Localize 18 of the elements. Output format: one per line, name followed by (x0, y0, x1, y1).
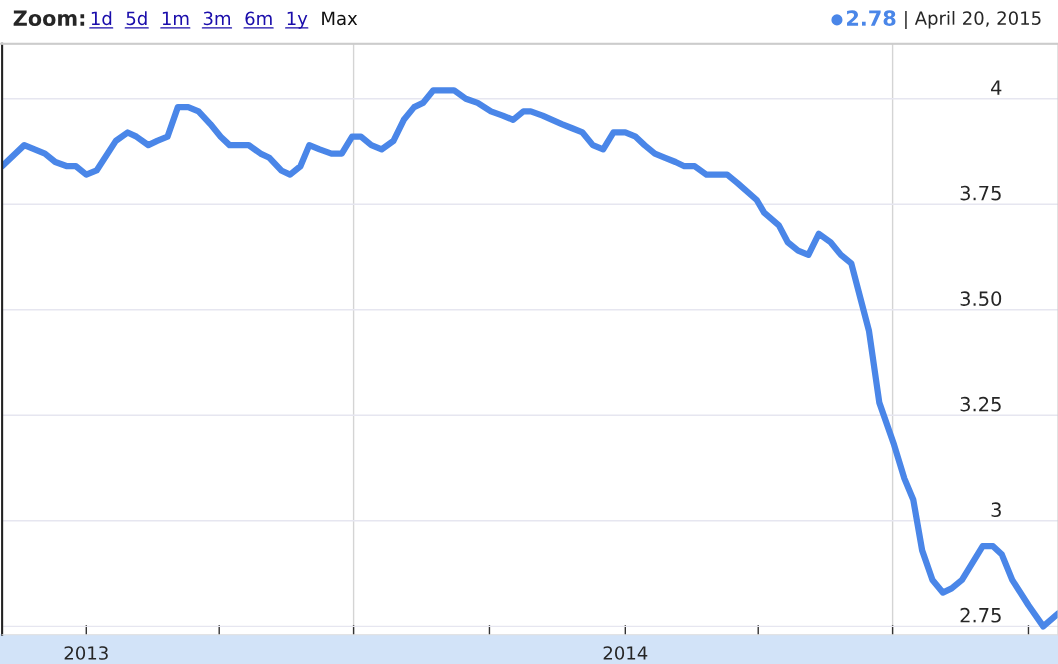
y-tick-label: 4 (991, 80, 1002, 95)
y-tick-label: 3 (991, 502, 1001, 518)
text: 3m (203, 11, 230, 26)
x-tick-label: 2014 (603, 646, 648, 660)
y-tick-label: 2.75 (960, 607, 1001, 623)
text: 5d (126, 11, 147, 26)
text: 1m (162, 11, 189, 25)
y-tick-label: 3.75 (960, 185, 1001, 201)
text: | April 20, 2015 (905, 10, 1041, 29)
text: 1d (91, 11, 112, 26)
y-tick-label: 3.50 (960, 291, 1002, 306)
text: Zoom: (13, 10, 85, 26)
x-tick-label: 2013 (64, 646, 108, 660)
text: 1y (287, 11, 308, 29)
text: 6m (245, 11, 272, 26)
text: Max (322, 11, 358, 26)
y-tick-label: 3.25 (960, 396, 1001, 412)
text: 2.78 (847, 10, 896, 26)
